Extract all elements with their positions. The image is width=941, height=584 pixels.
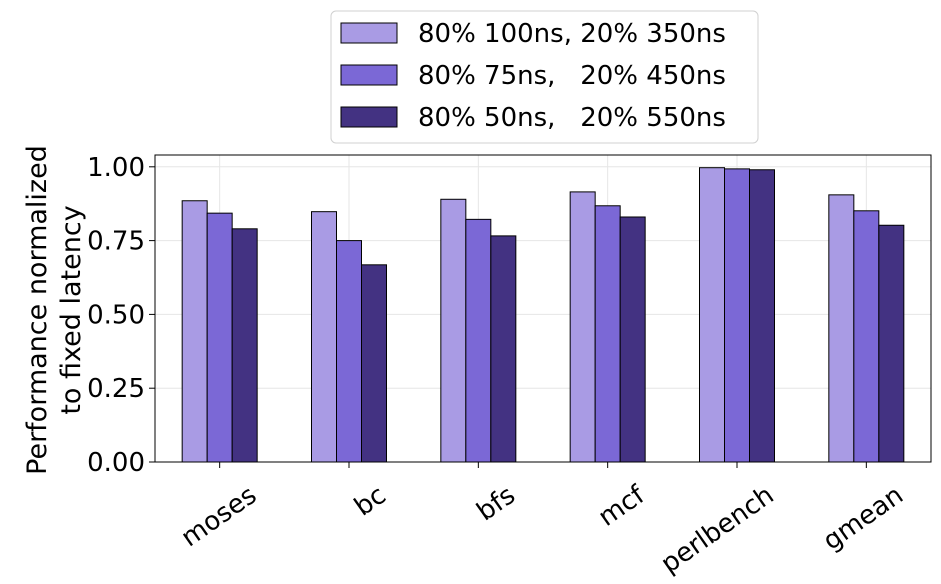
bar-bfs-series-2 (465, 218, 492, 463)
x-tick-label-bc: bc (349, 480, 391, 522)
bar-bc-series-2 (336, 240, 362, 463)
bar-bc-series-1 (311, 211, 337, 463)
x-tick-label-gmean: gmean (818, 480, 909, 556)
x-tick-label-moses: moses (176, 480, 262, 553)
x-tick-label-mcf: mcf (593, 480, 651, 533)
bar-moses-series-1 (181, 200, 208, 463)
y-axis: 0.00 0.25 0.50 0.75 1.00 (87, 153, 155, 478)
y-tick-label: 0.25 (87, 374, 145, 404)
bars-group (181, 167, 905, 463)
y-tick-label: 0.75 (87, 227, 145, 257)
legend-swatch-1 (340, 22, 398, 44)
bar-bfs-series-3 (490, 235, 517, 463)
y-tick-label: 0.50 (87, 300, 145, 330)
legend: 80% 100ns, 20% 350ns 80% 75ns, 20% 450ns 8… (330, 10, 759, 144)
y-axis-label-line1: Performance normalized (22, 145, 53, 475)
bar-gmean-series-2 (853, 210, 880, 463)
bar-perlbench-series-1 (699, 167, 725, 463)
y-axis-label-line2: to fixed latency (56, 205, 87, 414)
legend-swatch-3 (340, 106, 398, 128)
x-tick-label-bfs: bfs (472, 480, 521, 527)
bar-perlbench-series-2 (724, 168, 750, 463)
legend-label-2: 80% 75ns, 20% 450ns (418, 61, 726, 91)
bar-gmean-series-3 (878, 224, 905, 463)
legend-label-1: 80% 100ns, 20% 350ns (418, 19, 726, 49)
gridlines (155, 155, 931, 463)
y-tick-label: 0.00 (87, 448, 145, 478)
legend-box (330, 10, 759, 144)
bar-gmean-series-1 (828, 194, 855, 463)
bar-mcf-series-3 (619, 216, 646, 463)
bar-mcf-series-2 (594, 205, 621, 463)
y-tick-label: 1.00 (87, 153, 145, 183)
bar-moses-series-3 (231, 228, 258, 463)
legend-label-3: 80% 50ns, 20% 550ns (418, 103, 726, 133)
plot-frame (154, 154, 932, 463)
bar-moses-series-2 (206, 212, 233, 463)
x-axis: moses bc bfs mcf perlbench gmean (176, 462, 909, 579)
bar-bfs-series-1 (440, 198, 467, 463)
bar-mcf-series-1 (569, 191, 596, 463)
legend-swatch-2 (340, 64, 398, 86)
bar-bc-series-3 (361, 264, 387, 463)
x-tick-label-perlbench: perlbench (656, 480, 780, 579)
bar-perlbench-series-3 (749, 169, 775, 463)
